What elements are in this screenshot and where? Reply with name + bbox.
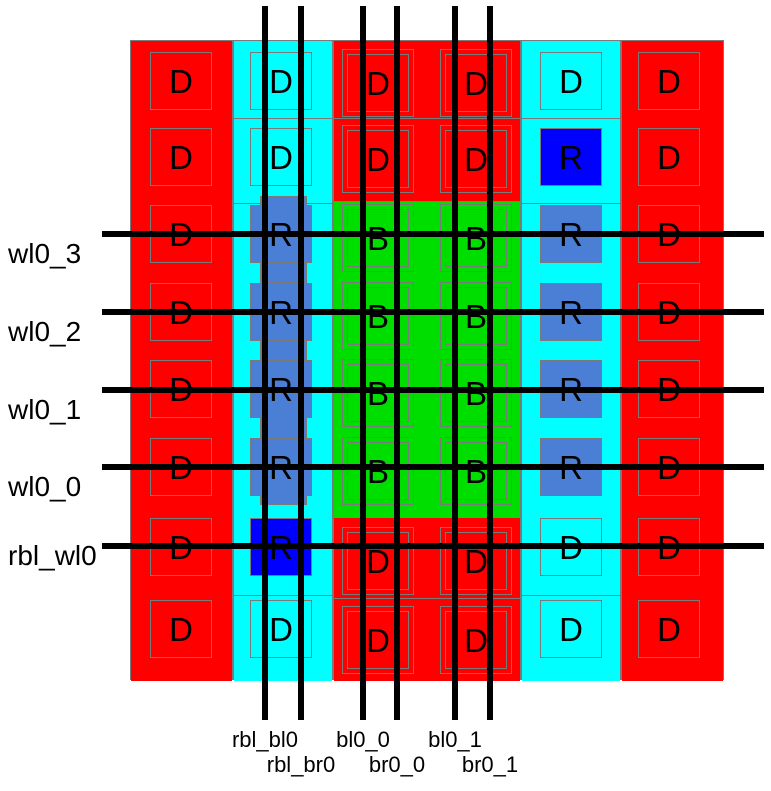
cell-B-r3c3: B [440,282,512,350]
cell-D-r1c1: D [250,128,312,186]
cell-D-r7c3: D [440,606,512,674]
bitline-label-bl0_1: bl0_1 [428,727,482,752]
strip-row-separator [521,595,621,596]
wordline-label-wl0_1: wl0_1 [8,394,82,425]
wordline-label-wl0_2: wl0_2 [8,316,82,347]
bitline-rbl_bl0 [262,6,268,720]
cell-D-r1c5: D [638,128,700,186]
bitline-bl0_0 [360,6,366,720]
bitline-br0_1 [487,6,493,720]
strip-row-separator [233,595,333,596]
strip-row-separator [333,118,521,119]
cell-D-r0c3: D [440,49,512,117]
cell-B-r2c2: B [342,204,414,272]
cell-D-r1c0: D [150,128,212,186]
cell-D-r0c1: D [250,52,312,110]
bitline-label-rbl_bl0: rbl_bl0 [231,727,299,752]
bitline-label-br0_1: br0_1 [461,752,519,777]
strip-row-separator [521,118,621,119]
cell-D-r7c2: D [342,606,414,674]
strip-row-separator [233,118,333,119]
wordline-wl0_2 [102,309,764,315]
cell-D-r0c0: D [150,52,212,110]
wordline-label-rbl_wl0: rbl_wl0 [8,540,97,571]
cell-D-r6c3: D [440,527,512,595]
bitline-label-br0_0: br0_0 [368,752,426,777]
cell-D-r0c5: D [638,52,700,110]
cell-D-r6c2: D [342,527,414,595]
cell-B-r3c2: B [342,282,414,350]
cell-B-r5c2: B [342,437,414,505]
wordline-label-wl0_3: wl0_3 [8,238,82,269]
strip-row-separator [333,598,521,599]
strip-row-separator [521,203,621,204]
cell-D-r1c3: D [440,125,512,193]
wordline-label-wl0_0: wl0_0 [8,471,82,502]
bitline-label-bl0_0: bl0_0 [336,727,390,752]
wordline-wl0_1 [102,387,764,393]
cell-B-r4c3: B [440,359,512,427]
cell-B-r5c3: B [440,437,512,505]
cell-D-r7c5: D [638,600,700,658]
cell-D-r0c2: D [342,49,414,117]
cell-D-r7c4: D [540,600,602,658]
bitline-rbl_br0 [298,6,304,720]
bitline-br0_0 [394,6,400,720]
cell-B-r4c2: B [342,359,414,427]
strip-dummy-col-left [130,40,233,681]
strip-segment [131,41,232,681]
cell-D-r7c0: D [150,600,212,658]
wordline-wl0_0 [102,464,764,470]
cell-D-r0c4: D [540,52,602,110]
wordline-wl0_3 [102,231,764,237]
bitline-bl0_1 [452,6,458,720]
bitline-label-rbl_br0: rbl_br0 [266,752,336,777]
wordline-rbl_wl0 [102,543,764,549]
cell-B-r2c3: B [440,204,512,272]
cell-D-r1c2: D [342,125,414,193]
cell-D-r7c1: D [250,600,312,658]
cell-R-r1c4: R [540,128,602,186]
